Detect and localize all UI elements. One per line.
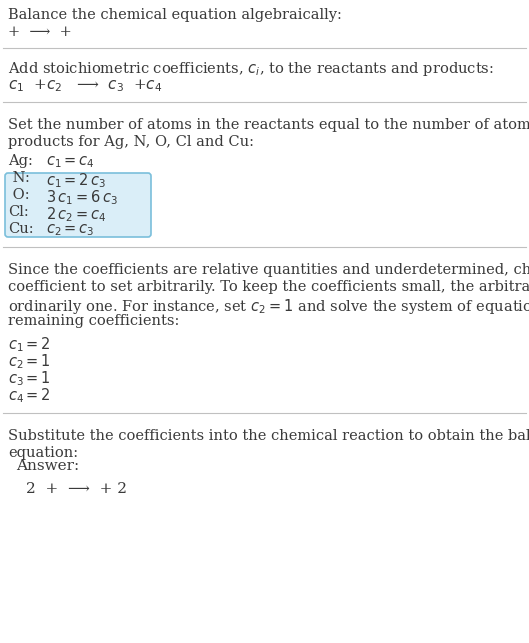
Text: $c_3 = 1$: $c_3 = 1$: [8, 369, 51, 388]
Text: $c_1$  +$c_2$   ⟶  $c_3$  +$c_4$: $c_1$ +$c_2$ ⟶ $c_3$ +$c_4$: [8, 77, 162, 94]
Text: $c_1 = c_4$: $c_1 = c_4$: [46, 154, 95, 170]
Text: $c_1 = 2$: $c_1 = 2$: [8, 335, 51, 354]
Text: Answer:: Answer:: [16, 459, 79, 473]
Text: Balance the chemical equation algebraically:: Balance the chemical equation algebraica…: [8, 8, 342, 22]
Text: Set the number of atoms in the reactants equal to the number of atoms in the: Set the number of atoms in the reactants…: [8, 118, 529, 132]
Text: $c_4 = 2$: $c_4 = 2$: [8, 386, 51, 404]
Text: Cu:: Cu:: [8, 222, 34, 236]
Text: Cl:: Cl:: [8, 205, 29, 219]
Text: remaining coefficients:: remaining coefficients:: [8, 314, 179, 328]
Text: N:: N:: [8, 171, 30, 185]
Text: Add stoichiometric coefficients, $c_i$, to the reactants and products:: Add stoichiometric coefficients, $c_i$, …: [8, 60, 494, 78]
Text: Ag:: Ag:: [8, 154, 33, 168]
Text: $2\,c_2 = c_4$: $2\,c_2 = c_4$: [46, 205, 106, 224]
Text: 2  +  ⟶  + 2: 2 + ⟶ + 2: [26, 482, 127, 496]
Text: O:: O:: [8, 188, 30, 202]
FancyBboxPatch shape: [5, 173, 151, 237]
Text: +  ⟶  +: + ⟶ +: [8, 25, 72, 39]
Text: $c_2 = c_3$: $c_2 = c_3$: [46, 222, 95, 238]
Text: $c_1 = 2\,c_3$: $c_1 = 2\,c_3$: [46, 171, 106, 190]
Text: Substitute the coefficients into the chemical reaction to obtain the balanced: Substitute the coefficients into the che…: [8, 429, 529, 443]
Text: coefficient to set arbitrarily. To keep the coefficients small, the arbitrary va: coefficient to set arbitrarily. To keep …: [8, 280, 529, 294]
Text: Since the coefficients are relative quantities and underdetermined, choose a: Since the coefficients are relative quan…: [8, 263, 529, 277]
Text: equation:: equation:: [8, 446, 78, 460]
Text: ordinarily one. For instance, set $c_2 = 1$ and solve the system of equations fo: ordinarily one. For instance, set $c_2 =…: [8, 297, 529, 316]
Text: $c_2 = 1$: $c_2 = 1$: [8, 352, 51, 371]
Text: $3\,c_1 = 6\,c_3$: $3\,c_1 = 6\,c_3$: [46, 188, 118, 206]
Text: products for Ag, N, O, Cl and Cu:: products for Ag, N, O, Cl and Cu:: [8, 135, 254, 149]
